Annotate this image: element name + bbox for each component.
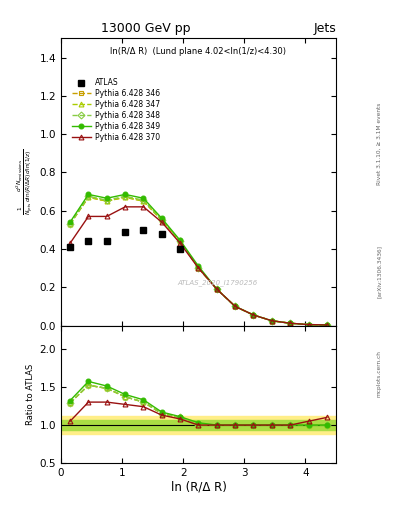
Pythia 6.428 346 <box>68 221 72 227</box>
Pythia 6.428 346 <box>141 198 146 204</box>
Pythia 6.428 348 <box>325 322 329 328</box>
Pythia 6.428 346 <box>160 217 164 223</box>
Pythia 6.428 349 <box>196 263 201 269</box>
Pythia 6.428 349 <box>141 195 146 201</box>
Pythia 6.428 370 <box>123 204 127 210</box>
ATLAS <box>123 229 127 235</box>
X-axis label: ln (R/Δ R): ln (R/Δ R) <box>171 481 226 494</box>
ATLAS <box>160 230 164 237</box>
Pythia 6.428 370 <box>251 312 256 318</box>
Pythia 6.428 348 <box>123 193 127 199</box>
Pythia 6.428 347 <box>288 320 292 326</box>
Pythia 6.428 346 <box>288 320 292 326</box>
Pythia 6.428 347 <box>178 238 182 244</box>
Pythia 6.428 349 <box>251 312 256 318</box>
Text: ATLAS_2020_I1790256: ATLAS_2020_I1790256 <box>178 279 258 286</box>
Pythia 6.428 349 <box>123 191 127 198</box>
Pythia 6.428 347 <box>233 303 237 309</box>
Pythia 6.428 346 <box>251 312 256 318</box>
Pythia 6.428 349 <box>270 317 274 324</box>
ATLAS <box>86 238 91 244</box>
Pythia 6.428 348 <box>288 320 292 326</box>
ATLAS <box>68 244 72 250</box>
Pythia 6.428 346 <box>270 317 274 324</box>
Pythia 6.428 370 <box>105 214 109 220</box>
Pythia 6.428 348 <box>196 265 201 271</box>
ATLAS <box>141 227 146 233</box>
Pythia 6.428 349 <box>306 322 311 328</box>
Line: Pythia 6.428 348: Pythia 6.428 348 <box>68 194 329 327</box>
Pythia 6.428 346 <box>306 322 311 328</box>
Y-axis label: $\frac{1}{N_\mathrm{jets}}\frac{d^2 N_\mathrm{emissions}}{d\ln(R/\Delta R)\,d\ln: $\frac{1}{N_\mathrm{jets}}\frac{d^2 N_\m… <box>15 149 35 215</box>
Pythia 6.428 349 <box>160 215 164 221</box>
Line: Pythia 6.428 349: Pythia 6.428 349 <box>68 192 329 327</box>
Pythia 6.428 349 <box>68 219 72 225</box>
Legend: ATLAS, Pythia 6.428 346, Pythia 6.428 347, Pythia 6.428 348, Pythia 6.428 349, P: ATLAS, Pythia 6.428 346, Pythia 6.428 34… <box>70 77 162 143</box>
Pythia 6.428 347 <box>270 317 274 324</box>
Pythia 6.428 349 <box>178 237 182 243</box>
Pythia 6.428 348 <box>105 197 109 203</box>
Pythia 6.428 347 <box>215 286 219 292</box>
Pythia 6.428 349 <box>105 195 109 201</box>
Pythia 6.428 370 <box>325 322 329 328</box>
Pythia 6.428 349 <box>325 322 329 328</box>
Pythia 6.428 370 <box>215 286 219 292</box>
Pythia 6.428 346 <box>233 303 237 309</box>
ATLAS <box>105 238 109 244</box>
ATLAS <box>178 246 182 252</box>
Pythia 6.428 349 <box>233 303 237 309</box>
Pythia 6.428 349 <box>288 320 292 326</box>
Pythia 6.428 348 <box>160 217 164 223</box>
Pythia 6.428 348 <box>68 221 72 227</box>
Text: Rivet 3.1.10, ≥ 3.1M events: Rivet 3.1.10, ≥ 3.1M events <box>377 102 382 184</box>
Pythia 6.428 346 <box>178 238 182 244</box>
Line: Pythia 6.428 370: Pythia 6.428 370 <box>68 204 329 327</box>
Pythia 6.428 348 <box>251 312 256 318</box>
Text: 13000 GeV pp: 13000 GeV pp <box>101 22 190 34</box>
Text: mcplots.cern.ch: mcplots.cern.ch <box>377 350 382 397</box>
Pythia 6.428 348 <box>86 193 91 199</box>
Pythia 6.428 347 <box>325 322 329 328</box>
Pythia 6.428 370 <box>86 214 91 220</box>
Pythia 6.428 370 <box>141 204 146 210</box>
Pythia 6.428 370 <box>270 317 274 324</box>
Pythia 6.428 348 <box>306 322 311 328</box>
Pythia 6.428 348 <box>215 286 219 292</box>
Pythia 6.428 347 <box>141 198 146 204</box>
Pythia 6.428 347 <box>123 194 127 200</box>
Text: ln(R/Δ R)  (Lund plane 4.02<ln(1/z)<4.30): ln(R/Δ R) (Lund plane 4.02<ln(1/z)<4.30) <box>110 47 286 56</box>
Pythia 6.428 348 <box>233 303 237 309</box>
Pythia 6.428 346 <box>86 194 91 200</box>
Pythia 6.428 347 <box>306 322 311 328</box>
Pythia 6.428 346 <box>325 322 329 328</box>
Pythia 6.428 370 <box>160 219 164 225</box>
Pythia 6.428 346 <box>123 194 127 200</box>
Y-axis label: Ratio to ATLAS: Ratio to ATLAS <box>26 364 35 425</box>
Pythia 6.428 346 <box>196 265 201 271</box>
Line: Pythia 6.428 346: Pythia 6.428 346 <box>68 195 329 327</box>
Pythia 6.428 370 <box>68 240 72 246</box>
Text: Jets: Jets <box>313 22 336 34</box>
Pythia 6.428 347 <box>251 312 256 318</box>
Pythia 6.428 348 <box>270 317 274 324</box>
Pythia 6.428 347 <box>105 198 109 204</box>
Pythia 6.428 349 <box>86 191 91 198</box>
Pythia 6.428 348 <box>178 238 182 244</box>
Pythia 6.428 347 <box>160 217 164 223</box>
Text: [arXiv:1306.3436]: [arXiv:1306.3436] <box>377 245 382 298</box>
Pythia 6.428 346 <box>215 286 219 292</box>
Pythia 6.428 349 <box>215 286 219 292</box>
Pythia 6.428 348 <box>141 197 146 203</box>
Line: Pythia 6.428 347: Pythia 6.428 347 <box>68 195 329 327</box>
Pythia 6.428 370 <box>306 322 311 328</box>
Pythia 6.428 347 <box>196 265 201 271</box>
Line: ATLAS: ATLAS <box>67 227 183 252</box>
Pythia 6.428 370 <box>233 303 237 309</box>
Pythia 6.428 346 <box>105 198 109 204</box>
Pythia 6.428 347 <box>86 194 91 200</box>
Pythia 6.428 370 <box>196 265 201 271</box>
Pythia 6.428 370 <box>288 320 292 326</box>
Pythia 6.428 370 <box>178 240 182 246</box>
Pythia 6.428 347 <box>68 221 72 227</box>
